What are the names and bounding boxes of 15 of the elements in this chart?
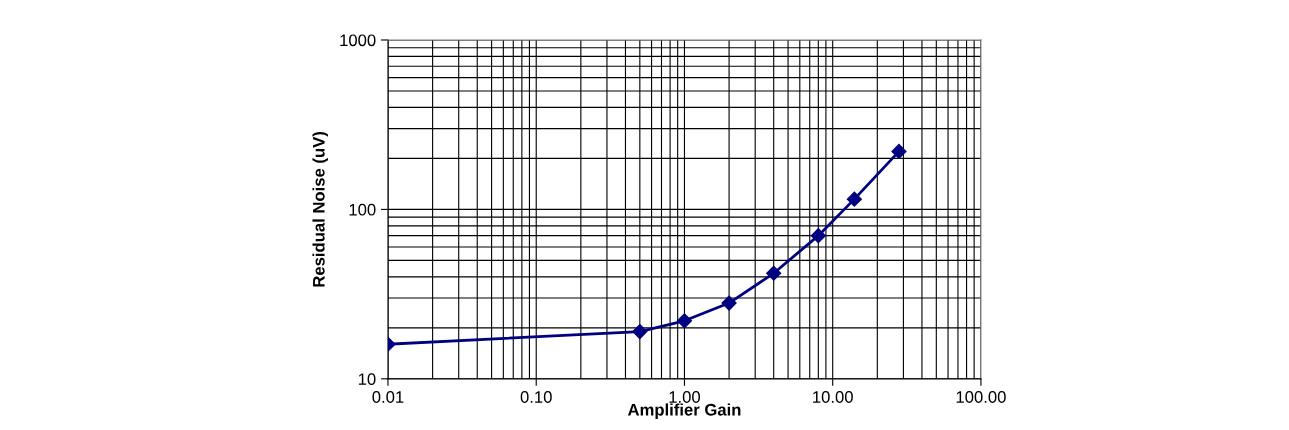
point bbox=[676, 313, 693, 329]
y-axis-title: Residual Noise (uV) bbox=[312, 131, 328, 287]
point bbox=[721, 295, 737, 311]
point bbox=[766, 265, 782, 281]
x-tick-label: 0.01 bbox=[372, 391, 404, 403]
x-tick-label: 100.00 bbox=[956, 391, 1006, 403]
y-tick-label: 1000 bbox=[340, 34, 376, 47]
x-tick-label: 0.10 bbox=[520, 391, 552, 403]
x-axis-title: Amplifier Gain bbox=[627, 403, 741, 419]
y-tick-label: 100 bbox=[349, 203, 376, 216]
x-tick-label: 10.00 bbox=[813, 391, 853, 403]
point bbox=[632, 324, 648, 340]
y-tick-label: 10 bbox=[358, 373, 376, 386]
point bbox=[810, 228, 826, 244]
x-tick-label: 1.00 bbox=[669, 391, 701, 403]
